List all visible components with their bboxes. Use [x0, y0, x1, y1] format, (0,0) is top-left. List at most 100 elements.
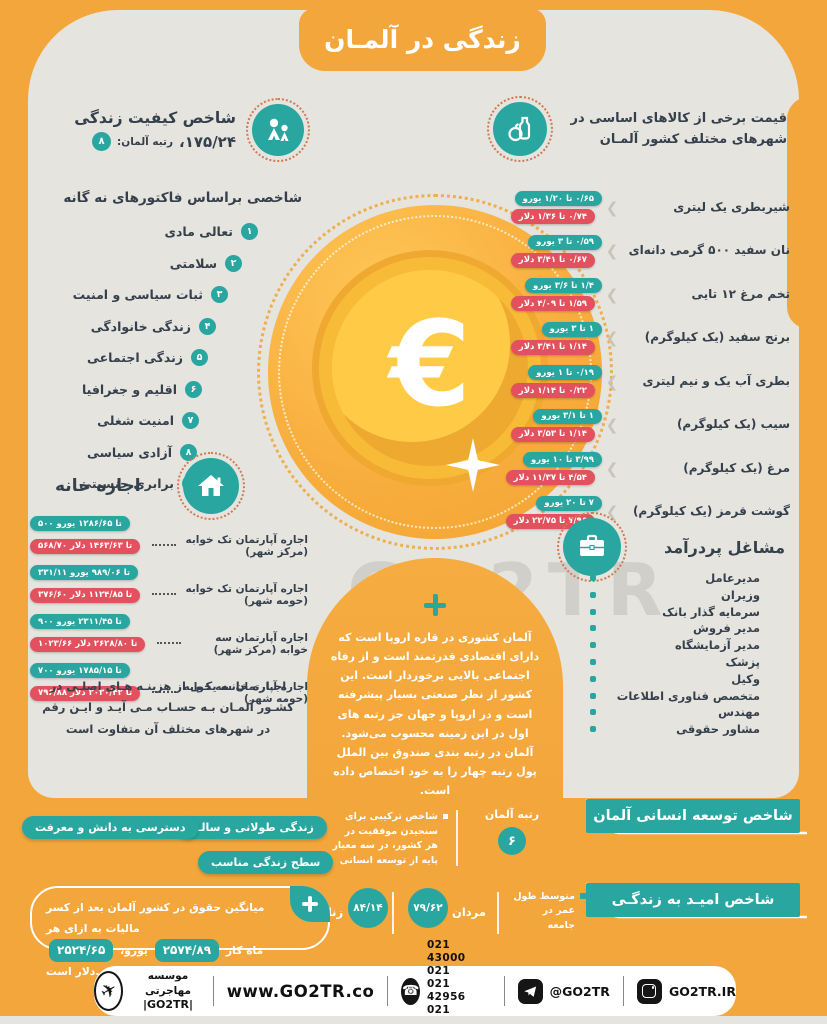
quality-value: ۱۷۵/۲۴، [179, 132, 236, 151]
euro-price-badge: ۱ تا ۳/۱ یورو [533, 408, 602, 424]
euro-symbol: € [388, 295, 472, 433]
women-life-expectancy-value: ۸۴/۱۴ [348, 888, 388, 928]
bullet-icon [590, 692, 596, 699]
prices-title: قیمت برخی از کالاهای اساسی در شهرهای مخت… [570, 110, 788, 147]
dollar-price-badge: ۰/۶۷ تا ۳/۴۱ دلار [510, 252, 595, 268]
instagram-group: GO2TR.IR [636, 978, 736, 1004]
factor-item: ۳ ثبات سیاسی و امنیت [40, 279, 228, 311]
jobs-list: مدیرعامل وزیران سرمایه گذار بانک مدیر فر… [590, 571, 760, 740]
men-life-expectancy-value: ۷۹/۶۲ [408, 888, 448, 928]
phone-group: ☎ 021 43000 021 021 42956 021 91008 021 [401, 939, 490, 1024]
plus-icon [424, 594, 446, 616]
hdi-rank-group: رتبه آلمان ۶ [478, 808, 546, 855]
factor-item: ۱ تعالی مادی [40, 216, 258, 248]
bullet-icon [590, 709, 596, 716]
right-side-tab [787, 97, 827, 329]
job-item: مدیر آزمایشگاه [590, 638, 760, 652]
telegram-icon [517, 978, 543, 1004]
briefcase-icon [563, 518, 621, 576]
job-item: مهندس [590, 705, 760, 719]
rent-icon-ring [177, 452, 245, 520]
instagram-handle: GO2TR.IR [668, 983, 736, 999]
job-item: مدیر فروش [590, 621, 760, 635]
job-item: سرمایه گذار بانک [590, 605, 760, 619]
job-item: وزیران [590, 588, 760, 602]
euro-rent-badge: ۹۰۰ تا ۲۳۱۱/۴۵ یورو [30, 614, 130, 629]
dotted-leader [157, 641, 182, 644]
hdi-pill-standard: سطح زندگی مناسب [198, 851, 334, 874]
poster-title: زندگی در آلمـان [324, 25, 521, 54]
factor-number-badge: ۶ [185, 380, 202, 398]
chevron-icon [602, 460, 622, 478]
bullet-icon [590, 575, 596, 581]
quality-rank-label: رتبه آلمان: [117, 135, 174, 148]
job-item: مدیرعامل [590, 571, 760, 585]
people-icon [252, 104, 304, 156]
quality-text: شاخص کیفیت زندگی ۱۷۵/۲۴، رتبه آلمان: ۸ [48, 109, 236, 151]
euro-price-badge: ۷ تا ۲۰ یورو [536, 495, 602, 511]
chevron-icon [602, 286, 622, 304]
divider [456, 810, 458, 866]
rent-row: ۳۳۱/۱۱ تا ۹۸۹/۰۶ یورو ۳۷۶/۶۰ تا ۱۱۲۴/۸۵ … [30, 565, 308, 607]
salary-euro-badge: ۲۵۷۴/۸۹ [154, 939, 220, 962]
dollar-price-badge: ۰/۷۴ تا ۱/۳۶ دلار [510, 209, 595, 225]
dollar-rent-badge: ۵۶۸/۷۰ تا ۱۴۶۳/۶۳ دلار [30, 538, 141, 554]
factor-number-badge: ۲ [225, 254, 242, 272]
divider [392, 892, 394, 934]
chevron-icon [602, 373, 622, 391]
telegram-group: @GO2TR [517, 978, 610, 1004]
high-income-jobs-section: مشاغل پردرآمد [557, 512, 785, 582]
quality-rank-badge: ۸ [92, 132, 112, 151]
telegram-handle: @GO2TR [549, 983, 610, 999]
quality-value-row: ۱۷۵/۲۴، رتبه آلمان: ۸ [48, 132, 236, 151]
euro-price-badge: ۱ تا ۳ یورو [541, 321, 602, 337]
life-expectancy-banner: شاخص امیـد به زندگـی [586, 883, 800, 917]
bullet-icon [590, 658, 596, 665]
average-salary-box: میانگین حقوق در کشور آلمان بعد از کسر ما… [30, 886, 330, 978]
euro-price-badge: ۰/۵۹ تا ۳ یورو [528, 234, 602, 250]
dotted-leader [152, 543, 177, 546]
rent-row: ۵۰۰ تا ۱۲۸۶/۶۵ یورو ۵۶۸/۷۰ تا ۱۴۶۳/۶۳ دل… [30, 516, 308, 558]
brand-block: موسسه مهاجرتی |GO2TR| [136, 969, 199, 1012]
dotted-leader [152, 690, 177, 693]
divider [212, 976, 214, 1006]
bullet-icon [590, 591, 596, 598]
euro-coin-illustration: € [312, 250, 548, 486]
factor-number-badge: ۳ [211, 286, 228, 304]
poster-title-tab: زندگی در آلمـان [299, 8, 546, 71]
about-germany-text: آلمان کشوری در قاره اروپا است که دارای ا… [330, 631, 540, 797]
quality-title: شاخص کیفیت زندگی [74, 109, 236, 127]
quality-of-life-section: شاخص کیفیت زندگی ۱۷۵/۲۴، رتبه آلمان: ۸ [48, 98, 310, 162]
job-item: مشاور حقوقی [590, 722, 760, 736]
dollar-price-badge: ۴/۵۴ تا ۱۱/۳۷ دلار [505, 470, 595, 486]
factor-number-badge: ۵ [191, 349, 208, 367]
house-icon [183, 458, 239, 514]
factor-item: ۴ زندگی خانوادگی [40, 311, 216, 343]
airplane-icon: ✈ [96, 977, 122, 1005]
dotted-leader [152, 592, 177, 595]
euro-price-badge: ۰/۱۹ تا ۱ یورو [528, 365, 602, 381]
divider [622, 976, 624, 1006]
bullet-icon [580, 893, 586, 899]
website-url: www.GO2TR.co [226, 981, 375, 1001]
price-row: گوشت قرمز (یک کیلوگرم) ۷ تا ۲۰ یورو۷/۹۶ … [475, 491, 790, 535]
instagram-icon [636, 978, 662, 1004]
hdi-pill-knowledge: دسترسی به دانش و معرفت [22, 816, 199, 839]
rent-list: ۵۰۰ تا ۱۲۸۶/۶۵ یورو ۵۶۸/۷۰ تا ۱۴۶۳/۶۳ دل… [30, 516, 308, 712]
dollar-price-badge: ۰/۲۲ تا ۱/۱۴ دلار [510, 383, 595, 399]
bottom-gray-strip [0, 1016, 827, 1024]
rent-row: ۹۰۰ تا ۲۳۱۱/۴۵ یورو ۱۰۲۳/۶۶ تا ۲۶۲۸/۸۰ د… [30, 614, 308, 656]
factors-list: ۱ تعالی مادی ۲ سلامتی ۳ ثبات سیاسی و امنیت … [40, 216, 302, 500]
euro-price-badge: ۳/۹۹ تا ۱۰ یورو [522, 452, 602, 468]
men-label: مردان [452, 905, 486, 919]
plus-corner-icon [290, 886, 330, 922]
brand-english: |GO2TR| [142, 997, 194, 1011]
prices-icon-ring [487, 96, 553, 162]
dollar-price-badge: ۱/۵۹ تا ۴/۰۹ دلار [510, 296, 595, 312]
